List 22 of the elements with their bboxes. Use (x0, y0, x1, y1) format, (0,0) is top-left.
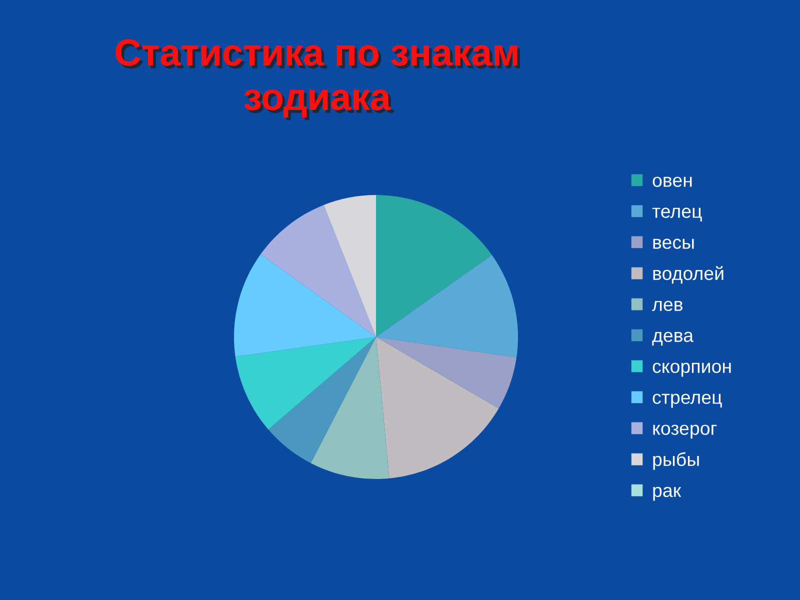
legend-label: скорпион (652, 362, 731, 377)
legend-label: стрелец (652, 394, 722, 408)
legend-label: водолей (653, 266, 724, 284)
legend-label: весы (653, 238, 694, 249)
legend-label: телец (652, 208, 702, 222)
legend-label: рыбы (653, 452, 699, 470)
legend-label: овен (652, 176, 692, 187)
pie-slice (376, 254, 518, 358)
legend-label: дева (652, 332, 694, 346)
pie-slice (268, 337, 376, 464)
legend-label: рак (653, 486, 682, 501)
pie-slice (310, 337, 390, 479)
legend-label: козерог (653, 424, 717, 439)
pie-slice (260, 204, 376, 337)
pie-slice (376, 195, 492, 337)
pie-slice (376, 337, 517, 409)
legend-label: лев (652, 300, 683, 312)
pie-slice (235, 337, 376, 430)
pie-slice (234, 254, 376, 357)
chart-title: Статистика по знакам зодиака (116, 39, 520, 120)
pie-slice (376, 337, 499, 478)
pie-slice (324, 195, 376, 337)
